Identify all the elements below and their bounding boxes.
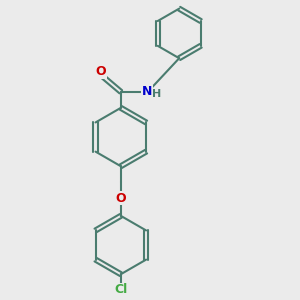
Text: O: O xyxy=(96,65,106,79)
Text: N: N xyxy=(142,85,152,98)
Text: H: H xyxy=(152,89,161,99)
Text: O: O xyxy=(116,192,126,205)
Text: Cl: Cl xyxy=(114,283,128,296)
